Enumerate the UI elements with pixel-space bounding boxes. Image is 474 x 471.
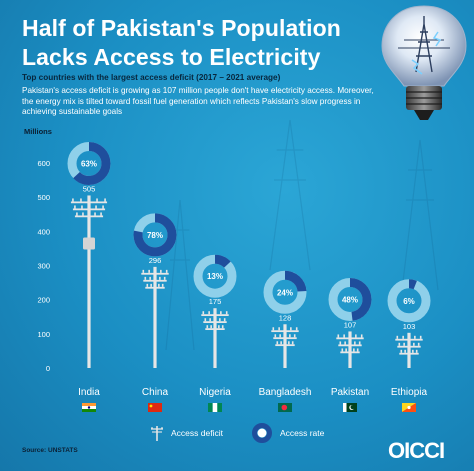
source-note: Source: UNSTATS <box>22 447 78 454</box>
ring-fill-arc <box>193 254 237 298</box>
access-rate-rings: 63% 78% 13% 24% 48% 6% <box>67 141 431 323</box>
y-tick-label: 400 <box>37 227 50 236</box>
oicci-logo: OICCI <box>388 438 445 463</box>
y-tick-label: 100 <box>37 330 50 339</box>
access-rate-ring: 78% <box>133 213 177 257</box>
bhutan-flag <box>402 403 416 412</box>
ring-value-label: 24% <box>277 288 293 297</box>
ring-value-label: 6% <box>403 297 415 306</box>
bar-pole <box>271 324 299 368</box>
y-tick-label: 300 <box>37 262 50 271</box>
access-rate-ring: 48% <box>328 277 372 321</box>
tower-decor <box>401 139 439 291</box>
legend-label-rate: Access rate <box>279 428 325 438</box>
china-flag <box>148 403 162 412</box>
legend-item-rate: Access rate <box>249 423 324 443</box>
ring-value-label: 78% <box>147 231 163 240</box>
y-tick-label: 500 <box>37 193 50 202</box>
chart-description: Pakistan's access deficit is growing as … <box>22 86 374 117</box>
ring-fill-arc <box>387 279 431 323</box>
bangladesh-flag <box>278 403 292 412</box>
legend-item-deficit: Access deficit <box>148 424 223 442</box>
access-rate-ring: 63% <box>67 141 111 185</box>
ring-value-label: 13% <box>207 272 223 281</box>
pakistan-flag <box>343 403 357 412</box>
bar-pole <box>395 332 423 368</box>
access-rate-ring: 13% <box>193 254 237 298</box>
chart-subtitle: Top countries with the largest access de… <box>22 73 281 82</box>
ring-value-label: 63% <box>81 159 97 168</box>
bar-pole <box>336 331 364 368</box>
bar-value-label: 128 <box>279 313 292 322</box>
nigeria-flag <box>208 403 222 412</box>
donut-icon <box>251 423 272 443</box>
x-tick-label: Nigeria <box>199 387 231 398</box>
flags-group <box>82 403 416 412</box>
x-axis: India China Nigeria Bangladesh Pakistan Ethio… <box>78 387 427 398</box>
ring-fill-arc <box>328 277 372 321</box>
tower-decor <box>269 119 311 271</box>
page-title: Half of Pakistan's Population Lacks Acce… <box>22 15 341 70</box>
ring-value-label: 48% <box>342 295 358 304</box>
bar-value-label: 107 <box>344 320 357 329</box>
pole-icon <box>151 426 163 441</box>
bar-pole <box>141 266 169 368</box>
x-tick-label: India <box>78 387 100 398</box>
bars-group: 505 296 175 128 107 103 <box>70 184 423 368</box>
ring-fill-arc <box>263 270 307 314</box>
background-towers <box>165 119 439 351</box>
bar-pole <box>201 308 229 368</box>
y-axis: 0 100 200 300 400 500 600 <box>37 159 50 373</box>
light-bulb-icon <box>381 5 467 120</box>
x-tick-label: Pakistan <box>331 387 369 398</box>
ring-fill-arc <box>133 213 177 257</box>
y-tick-label: 600 <box>37 159 50 168</box>
bar-value-label: 175 <box>209 297 222 306</box>
bar-value-label: 296 <box>149 256 162 265</box>
x-tick-label: Ethiopia <box>391 387 428 398</box>
bar-value-label: 505 <box>83 184 96 193</box>
tower-decor <box>165 199 195 351</box>
access-rate-ring: 24% <box>263 270 307 314</box>
bar-pole <box>70 195 108 368</box>
y-tick-label: 0 <box>46 364 50 373</box>
x-tick-label: Bangladesh <box>259 387 312 398</box>
india-flag <box>82 403 96 412</box>
legend-label-deficit: Access deficit <box>171 428 223 438</box>
y-tick-label: 200 <box>37 296 50 305</box>
legend: Access deficit Access rate <box>148 423 324 443</box>
access-rate-ring: 6% <box>387 279 431 323</box>
ring-fill-arc <box>67 141 111 185</box>
x-tick-label: China <box>142 387 169 398</box>
bar-value-label: 103 <box>403 322 416 331</box>
y-axis-label: Millions <box>24 127 52 136</box>
